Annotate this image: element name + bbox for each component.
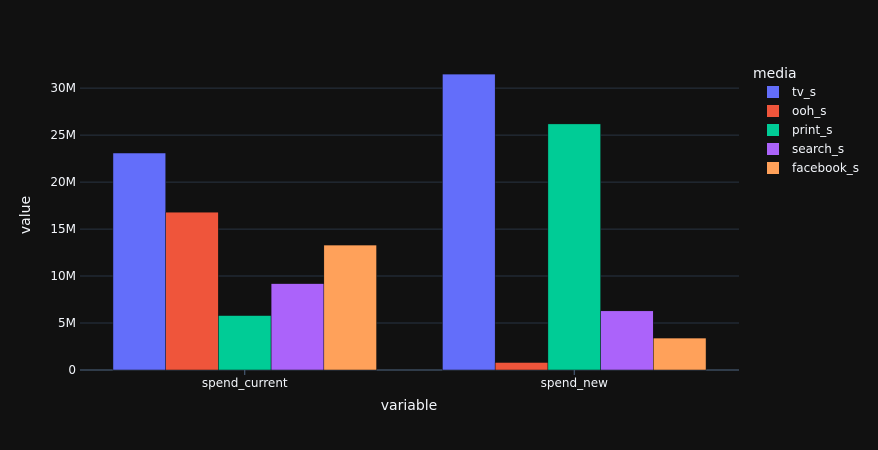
legend-item-ooh_s[interactable]: ooh_s <box>767 104 827 118</box>
bar-facebook_s-spend_new[interactable] <box>653 337 707 371</box>
y-tick-label: 25M <box>50 128 76 142</box>
bar-print_s-spend_new[interactable] <box>547 123 601 371</box>
y-tick-label: 0 <box>68 363 76 377</box>
legend-title: media <box>753 66 797 82</box>
bar-tv_s-spend_new[interactable] <box>442 73 496 371</box>
legend-swatch <box>767 86 779 98</box>
bar-print_s-spend_current[interactable] <box>218 315 272 371</box>
bar-ooh_s-spend_new[interactable] <box>494 362 549 371</box>
legend-swatch <box>767 162 779 174</box>
legend-item-tv_s[interactable]: tv_s <box>767 85 816 99</box>
x-tick-labels: spend_current spend_new <box>202 370 608 390</box>
x-axis-title: variable <box>381 398 437 414</box>
y-tick-label: 20M <box>50 175 76 189</box>
x-tick-label: spend_new <box>541 376 608 390</box>
legend-item-facebook_s[interactable]: facebook_s <box>767 161 859 175</box>
bars <box>112 73 707 371</box>
x-tick-label: spend_current <box>202 376 288 390</box>
y-tick-label: 5M <box>58 316 76 330</box>
y-tick-labels: 0 5M 10M 15M 20M 25M 30M <box>50 81 76 377</box>
legend-label: facebook_s <box>792 161 859 175</box>
legend-label: tv_s <box>792 85 816 99</box>
bar-tv_s-spend_current[interactable] <box>112 152 166 371</box>
bar-search_s-spend_current[interactable] <box>270 283 325 371</box>
legend-label: search_s <box>792 142 844 156</box>
legend[interactable]: media tv_s ooh_s print_s search_s facebook_s <box>753 66 859 175</box>
y-tick-label: 30M <box>50 81 76 95</box>
bar-ooh_s-spend_current[interactable] <box>165 211 219 371</box>
legend-swatch <box>767 124 779 136</box>
legend-item-search_s[interactable]: search_s <box>767 142 844 156</box>
legend-label: print_s <box>792 123 832 137</box>
legend-label: ooh_s <box>792 104 827 118</box>
y-axis-title: value <box>18 196 34 234</box>
legend-swatch <box>767 143 779 155</box>
y-tick-label: 15M <box>50 222 76 236</box>
legend-swatch <box>767 105 779 117</box>
bar-facebook_s-spend_current[interactable] <box>323 244 377 371</box>
y-tick-label: 10M <box>50 269 76 283</box>
bar-search_s-spend_new[interactable] <box>600 310 654 371</box>
legend-item-print_s[interactable]: print_s <box>767 123 832 137</box>
